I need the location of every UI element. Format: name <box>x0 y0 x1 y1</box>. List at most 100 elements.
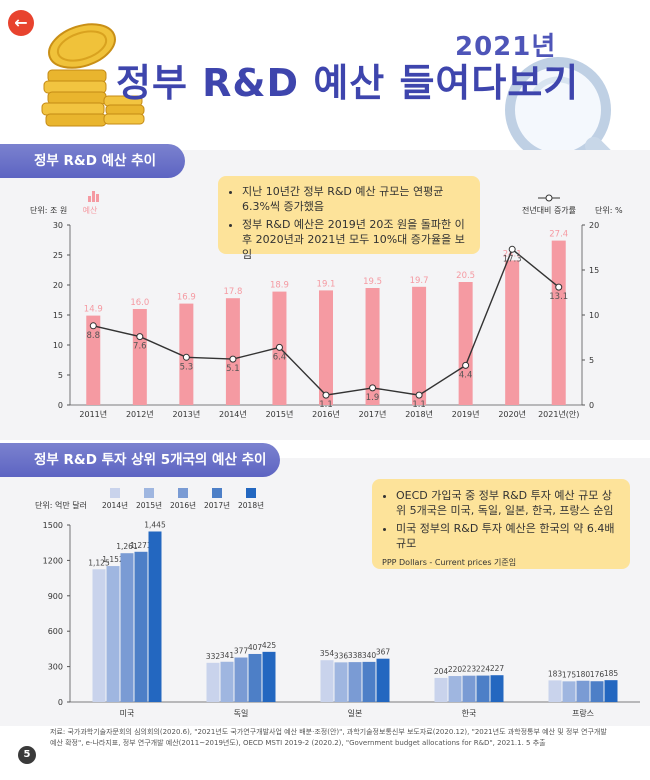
x-tick-label: 프랑스 <box>572 708 594 718</box>
chart-top5-countries: 단위: 억만 달러 2014년 2015년 2016년 2017년 2018년 0 300 60… <box>35 488 640 718</box>
section2-callout-item: 미국 정부의 R&D 투자 예산은 한국의 약 6.4배 규모 <box>396 521 620 551</box>
growth-rate-label: 1.9 <box>366 393 380 403</box>
back-button[interactable]: ← <box>8 10 34 36</box>
country-bar-label: 180 <box>576 670 591 679</box>
section1-tab: 정부 R&D 예산 추이 <box>0 144 185 178</box>
x-tick-label: 한국 <box>462 709 477 718</box>
growth-rate-point <box>136 333 144 341</box>
growth-rate-label: 7.6 <box>133 342 147 352</box>
section1-callout-item: 지난 10년간 정부 R&D 예산 규모는 연평균 6.3%씩 증가했음 <box>242 184 470 214</box>
country-bar-label: 1,261 <box>116 542 138 551</box>
x-tick-label: 2014년 <box>219 409 247 419</box>
section2-callout-item: OECD 가입국 중 정부 R&D 투자 예산 규모 상위 5개국은 미국, 독… <box>396 488 620 518</box>
country-bar <box>348 662 362 702</box>
budget-bar-label: 24.1 <box>503 249 522 259</box>
legend-bar-icon <box>96 194 99 202</box>
chart-rd-budget: 단위: 조 원 단위: % 예산 전년대비 증가률 0 5 10 15 20 25 30 0 5 10 15… <box>30 191 623 419</box>
section1-callout: 지난 10년간 정부 R&D 예산 규모는 연평균 6.3%씩 증가했음 정부 … <box>218 176 480 261</box>
x-tick-label: 2019년 <box>452 409 480 419</box>
x-tick-label: 2018년 <box>405 409 433 419</box>
y-tick-label: 5 <box>58 371 63 380</box>
coins-illustration <box>41 23 145 127</box>
section1-callout-list: 지난 10년간 정부 R&D 예산 규모는 연평균 6.3%씩 증가했음 정부 … <box>228 184 470 262</box>
x-tick-label: 2012년 <box>126 409 154 419</box>
country-bar <box>120 553 134 702</box>
y-tick-label: 900 <box>48 592 63 601</box>
country-bar-label: 185 <box>604 669 619 678</box>
growth-rate-point <box>322 391 330 399</box>
country-bar-label: 1,273 <box>130 541 152 550</box>
growth-rate-label: 4.4 <box>459 370 473 380</box>
budget-bar-label: 18.9 <box>270 281 289 291</box>
y2-tick-label: 0 <box>589 401 594 410</box>
country-bar-label: 425 <box>262 641 277 650</box>
country-bar-label: 1,125 <box>88 558 110 567</box>
budget-bar <box>505 260 520 405</box>
legend-swatch <box>110 488 120 498</box>
growth-rate-label: 13.1 <box>549 292 568 302</box>
y-axis-label: 단위: 조 원 <box>30 205 67 215</box>
budget-bar <box>551 240 566 405</box>
country-bar <box>576 680 590 702</box>
x-tick-label: 2021년(안) <box>538 409 579 419</box>
country-bar-label: 338 <box>348 651 363 660</box>
section2-callout: OECD 가입국 중 정부 R&D 투자 예산 규모 상위 5개국은 미국, 독… <box>372 479 630 569</box>
legend-label: 2014년 <box>102 500 128 510</box>
country-bar-label: 223 <box>462 665 477 674</box>
growth-rate-point <box>89 322 97 330</box>
x-tick-label: 2011년 <box>79 409 107 419</box>
country-bar-label: 341 <box>220 651 235 660</box>
country-bar-label: 1,445 <box>144 520 166 529</box>
x-tick-label: 2016년 <box>312 409 340 419</box>
growth-rate-label: 1.1 <box>319 400 333 410</box>
country-bar <box>362 661 376 702</box>
country-bar-label: 224 <box>476 665 491 674</box>
section1-callout-item: 정부 R&D 예산은 2019년 20조 원을 돌파한 이후 2020년과 20… <box>242 217 470 262</box>
budget-bar <box>412 286 427 405</box>
country-bar-label: 204 <box>434 667 449 676</box>
budget-bar <box>365 288 380 405</box>
budget-bar-label: 27.4 <box>549 230 568 240</box>
growth-rate-label: 8.8 <box>87 331 101 341</box>
legend-bar-label: 예산 <box>83 205 98 215</box>
country-bar-label: 332 <box>206 652 221 661</box>
budget-bar-label: 16.9 <box>177 293 196 303</box>
y-tick-label: 10 <box>53 341 63 350</box>
budget-bar <box>132 309 147 405</box>
x-tick-label: 2017년 <box>359 409 387 419</box>
growth-rate-label: 1.1 <box>412 400 426 410</box>
country-bar-label: 220 <box>448 665 463 674</box>
x-tick-label: 2015년 <box>266 409 294 419</box>
country-bar <box>562 681 576 702</box>
page-title: 정부 R&D 예산 들여다보기 <box>116 61 580 105</box>
country-bar <box>376 658 390 702</box>
page-header: ← 2021년 정부 R&D 예산 들여다보기 <box>0 0 650 191</box>
country-bar <box>334 662 348 702</box>
country-bar <box>462 675 476 702</box>
page-number: 5 <box>18 746 36 764</box>
country-bar-label: 340 <box>362 651 377 660</box>
growth-rate-label: 5.1 <box>226 364 240 374</box>
growth-rate-label: 6.4 <box>273 352 287 362</box>
country-bar <box>448 676 462 702</box>
budget-bar <box>86 315 101 405</box>
country-bar <box>134 551 148 702</box>
country-bar-label: 354 <box>320 649 335 658</box>
y-tick-label: 30 <box>53 221 63 230</box>
growth-rate-label: 5.3 <box>180 362 194 372</box>
budget-bar-label: 14.9 <box>84 305 103 315</box>
country-bar-label: 367 <box>376 648 391 657</box>
y-tick-label: 1200 <box>43 556 63 565</box>
legend-line-marker <box>545 194 553 202</box>
legend-label: 2016년 <box>170 500 196 510</box>
y-tick-label: 600 <box>48 627 63 636</box>
country-bar <box>206 662 220 702</box>
y-tick-label: 20 <box>53 281 63 290</box>
x-tick-label: 2013년 <box>172 409 200 419</box>
legend-line-label: 전년대비 증가률 <box>522 205 576 215</box>
budget-bar <box>225 298 240 405</box>
country-bar <box>262 651 276 702</box>
arrow-left-icon: ← <box>14 13 28 32</box>
growth-rate-point <box>555 283 563 291</box>
y2-tick-label: 15 <box>589 266 599 275</box>
